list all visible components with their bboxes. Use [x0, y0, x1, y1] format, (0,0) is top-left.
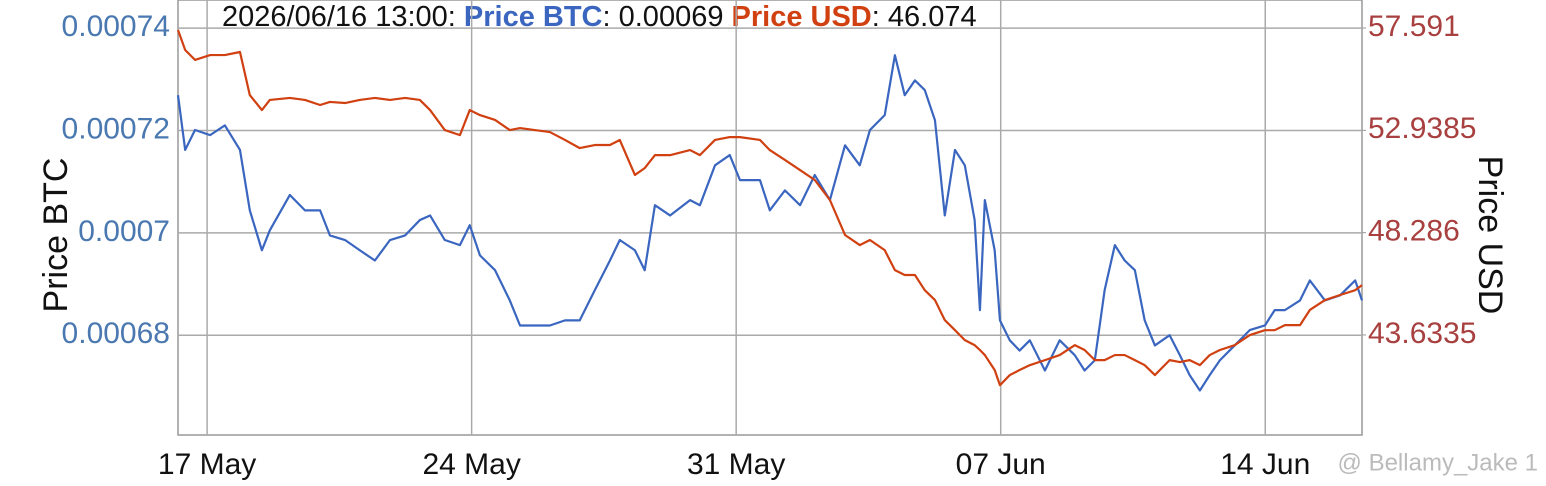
line-series [176, 54, 1364, 392]
y2-tick-label: 43.6335 [1368, 317, 1476, 350]
y-axis-title: Price BTC [37, 158, 75, 313]
tooltip-value: 46.074 [888, 1, 977, 33]
y-tick-label: 0.00072 [62, 112, 170, 145]
y2-tick-label: 48.286 [1368, 215, 1460, 248]
x-tick-label: 07 Jun [956, 448, 1046, 481]
tooltip-value: 0.00069 [619, 1, 724, 33]
y-tick-label: 0.00068 [62, 317, 170, 350]
x-tick-label: 24 May [422, 448, 520, 481]
tooltip-separator: : [603, 1, 611, 33]
tooltip-series: Price USD [732, 1, 872, 33]
x-tick-label: 31 May [687, 448, 785, 481]
y-tick-label: 0.0007 [78, 215, 170, 248]
y-tick-label: 0.00074 [62, 10, 170, 43]
plot-frame [177, 0, 1363, 436]
tooltip-time: 2026/06/16 13:00: [222, 1, 456, 33]
watermark: @ Bellamy_Jake 1 [1338, 449, 1538, 476]
x-tick-label: 17 May [158, 448, 256, 481]
y2-axis-title: Price USD [1471, 156, 1509, 315]
line-series [176, 29, 1363, 387]
tooltip-separator: : [872, 1, 880, 33]
tooltip: 2026/06/16 13:00: Price BTC: 0.00069 Pri… [222, 1, 977, 33]
tooltip-series: Price BTC [464, 1, 603, 33]
x-tick-label: 14 Jun [1220, 448, 1310, 481]
y2-tick-label: 57.591 [1368, 10, 1460, 43]
y2-tick-label: 52.9385 [1368, 112, 1476, 145]
